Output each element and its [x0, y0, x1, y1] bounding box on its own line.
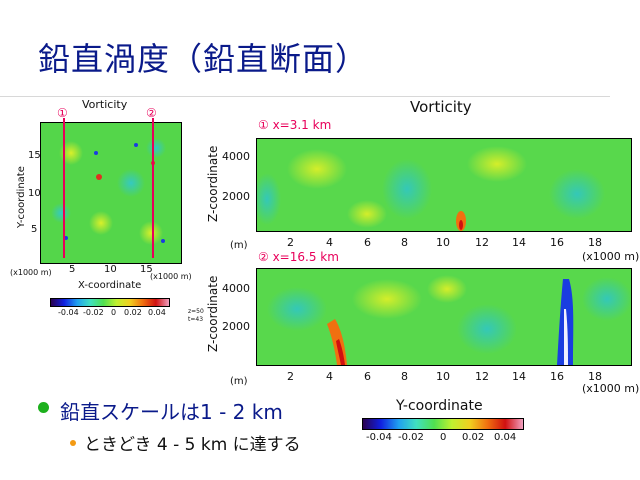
marker-2: ②: [146, 106, 157, 120]
section2-y-tick: 6: [364, 370, 371, 383]
section2-x-unit: (x1000 m): [582, 382, 640, 395]
section1-heatmap-svg: [257, 146, 605, 231]
left-y-unit: (x1000 m): [10, 268, 52, 277]
section1-z-label: Z-coordinate: [206, 145, 220, 222]
slide-title: 鉛直渦度（鉛直断面）: [38, 40, 369, 78]
left-cbar-tick: -0.04: [58, 308, 79, 317]
right-cbar-tick: 0.02: [462, 432, 485, 443]
bullet-text-1: 鉛直スケールは1 - 2 km: [60, 400, 283, 424]
left-cbar-tick: 0.04: [148, 308, 166, 317]
section1-z-unit: (m): [230, 240, 248, 251]
right-cbar-tick: 0: [440, 432, 447, 443]
right-colorbar: [362, 418, 524, 430]
section1-y-tick: 4: [326, 236, 333, 249]
right-y-axis-label: Y-coordinate: [396, 398, 483, 414]
left-y-tick: 10: [28, 188, 41, 199]
left-x-tick: 15: [140, 264, 153, 275]
section1-z-tick: 4000: [222, 150, 250, 163]
note-z: z=50: [188, 308, 204, 315]
section1-x-unit: (x1000 m): [582, 250, 640, 263]
left-colorbar: [50, 298, 170, 307]
left-heatmap-svg: [51, 138, 166, 245]
right-cbar-tick: 0.04: [494, 432, 517, 443]
section2-z-tick: 2000: [222, 320, 250, 333]
section1-y-tick: 10: [436, 236, 450, 249]
left-heatmap: [40, 122, 182, 264]
left-cbar-tick: 0: [111, 308, 117, 317]
section2-z-tick: 4000: [222, 282, 250, 295]
section1-y-tick: 16: [550, 236, 564, 249]
section1-z-tick: 2000: [222, 190, 250, 203]
section2-y-tick: 4: [326, 370, 333, 383]
section1-heatmap: [256, 138, 632, 232]
section-line-2: [152, 118, 154, 258]
section2-y-tick: 18: [588, 370, 602, 383]
section2-z-unit: (m): [230, 376, 248, 387]
left-y-tick: 15: [28, 150, 41, 161]
left-x-tick: 10: [104, 264, 117, 275]
section2-y-tick: 2: [287, 370, 294, 383]
section2-y-tick: 10: [436, 370, 450, 383]
section2-heatmap: [256, 268, 632, 366]
section1-y-tick: 2: [287, 236, 294, 249]
section2-label: ② x=16.5 km: [258, 250, 339, 264]
section-line-1: [63, 118, 65, 258]
section1-y-tick: 18: [588, 236, 602, 249]
right-cbar-tick: -0.04: [366, 432, 392, 443]
section1-y-tick: 6: [364, 236, 371, 249]
left-cbar-tick: -0.02: [83, 308, 104, 317]
right-cbar-tick: -0.02: [398, 432, 424, 443]
left-cbar-tick: 0.02: [124, 308, 142, 317]
bullet-dot-green: [38, 402, 49, 413]
section2-y-tick: 12: [475, 370, 489, 383]
section2-heatmap-svg: [267, 275, 631, 365]
left-x-unit: (x1000 m): [150, 272, 192, 281]
section1-y-tick: 8: [401, 236, 408, 249]
section2-y-tick: 14: [512, 370, 526, 383]
bullet-text-2: ときどき 4 - 5 km に達する: [84, 435, 301, 455]
right-panel-title: Vorticity: [410, 98, 472, 116]
left-panel-title: Vorticity: [82, 98, 128, 111]
left-x-label: X-coordinate: [78, 280, 142, 291]
section1-label: ① x=3.1 km: [258, 118, 332, 132]
section2-y-tick: 8: [401, 370, 408, 383]
bullet-dot-orange: [70, 440, 76, 446]
left-x-tick: 5: [69, 264, 76, 275]
marker-1: ①: [57, 106, 68, 120]
left-y-label: Y-coordinate: [16, 166, 27, 228]
note-t: t=43: [188, 316, 204, 323]
section1-y-tick: 14: [512, 236, 526, 249]
section1-y-tick: 12: [475, 236, 489, 249]
left-y-tick: 5: [31, 224, 38, 235]
section2-z-label: Z-coordinate: [206, 275, 220, 352]
title-divider: [0, 96, 610, 97]
section2-y-tick: 16: [550, 370, 564, 383]
